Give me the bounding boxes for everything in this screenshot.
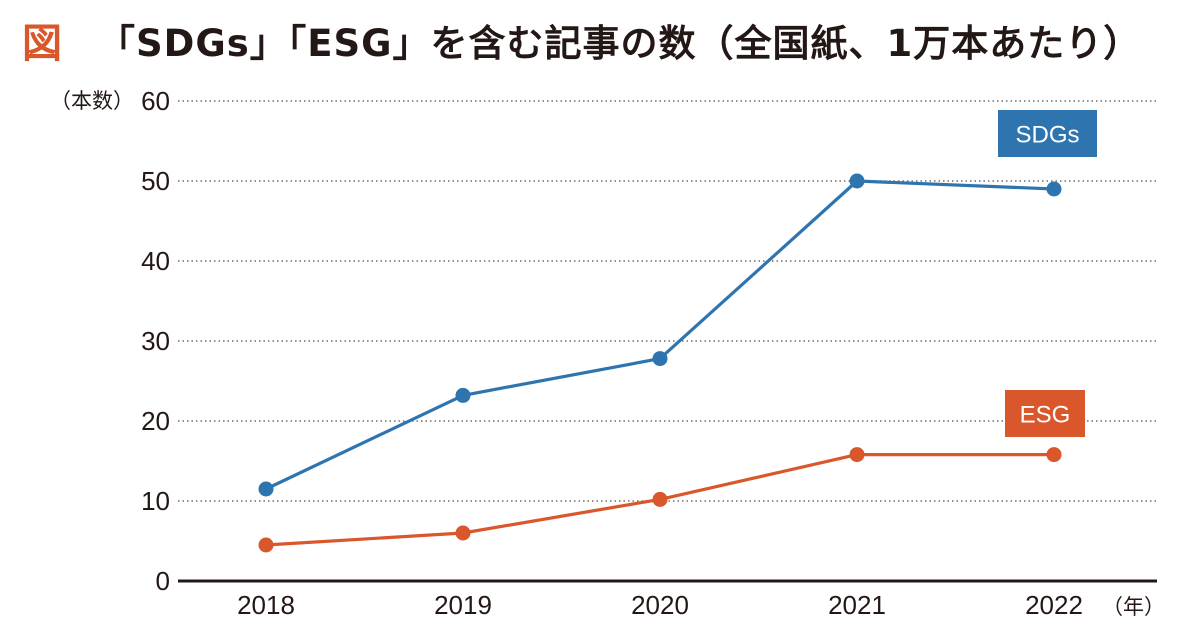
y-axis-unit: （本数） bbox=[50, 89, 134, 113]
legend-label-esg: ESG bbox=[1020, 402, 1071, 429]
y-tick-label: 10 bbox=[141, 486, 170, 516]
series-line-sdgs bbox=[265, 179, 1055, 491]
y-tick-label: 40 bbox=[141, 246, 170, 276]
title-row: 図 「SDGs」「ESG」を含む記事の数（全国紙、1万本あたり） bbox=[22, 10, 1141, 70]
legend-badge-esg bbox=[1005, 390, 1085, 437]
gridlines bbox=[178, 100, 1157, 502]
x-tick-label: 2021 bbox=[828, 590, 886, 620]
figure-mark: 図 bbox=[22, 21, 62, 67]
x-axis-unit: （年） bbox=[1102, 595, 1165, 619]
y-tick-label: 30 bbox=[141, 326, 170, 356]
data-point-sdgs bbox=[652, 351, 668, 367]
x-axis-ticks: 2018 2019 2020 2021 2022 bbox=[237, 590, 1083, 620]
data-point-sdgs bbox=[849, 173, 865, 189]
x-tick-label: 2018 bbox=[237, 590, 295, 620]
y-tick-label: 20 bbox=[141, 406, 170, 436]
y-axis-ticks: 0 10 20 30 40 50 60 bbox=[141, 86, 170, 596]
x-tick-label: 2020 bbox=[631, 590, 689, 620]
data-point-esg bbox=[652, 491, 668, 507]
data-point-esg bbox=[258, 537, 274, 553]
data-point-sdgs bbox=[258, 481, 274, 497]
data-point-sdgs bbox=[455, 387, 471, 403]
data-point-esg bbox=[1046, 447, 1062, 463]
data-point-esg bbox=[849, 447, 865, 463]
series-group bbox=[258, 173, 1062, 553]
x-tick-label: 2019 bbox=[434, 590, 492, 620]
x-tick-label: 2022 bbox=[1025, 590, 1083, 620]
data-point-esg bbox=[455, 525, 471, 541]
legend-badges: SDGs ESG bbox=[998, 110, 1097, 437]
y-tick-label: 0 bbox=[156, 566, 170, 596]
legend-label-sdgs: SDGs bbox=[1015, 122, 1079, 149]
y-tick-label: 50 bbox=[141, 166, 170, 196]
data-point-sdgs bbox=[1046, 181, 1062, 197]
legend-badge-sdgs bbox=[998, 110, 1097, 157]
chart-title: 「SDGs」「ESG」を含む記事の数（全国紙、1万本あたり） bbox=[98, 22, 1142, 65]
y-tick-label: 60 bbox=[141, 86, 170, 116]
